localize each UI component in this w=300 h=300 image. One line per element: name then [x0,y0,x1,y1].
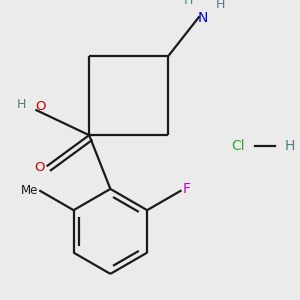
Text: O: O [34,161,45,174]
Text: Cl: Cl [231,140,244,154]
Text: F: F [183,182,191,196]
Text: N: N [197,11,208,25]
Text: Me: Me [21,184,38,197]
Text: H: H [285,140,295,154]
Text: H: H [16,98,26,110]
Text: H: H [216,0,226,11]
Text: H: H [184,0,193,7]
Text: O: O [35,100,46,113]
